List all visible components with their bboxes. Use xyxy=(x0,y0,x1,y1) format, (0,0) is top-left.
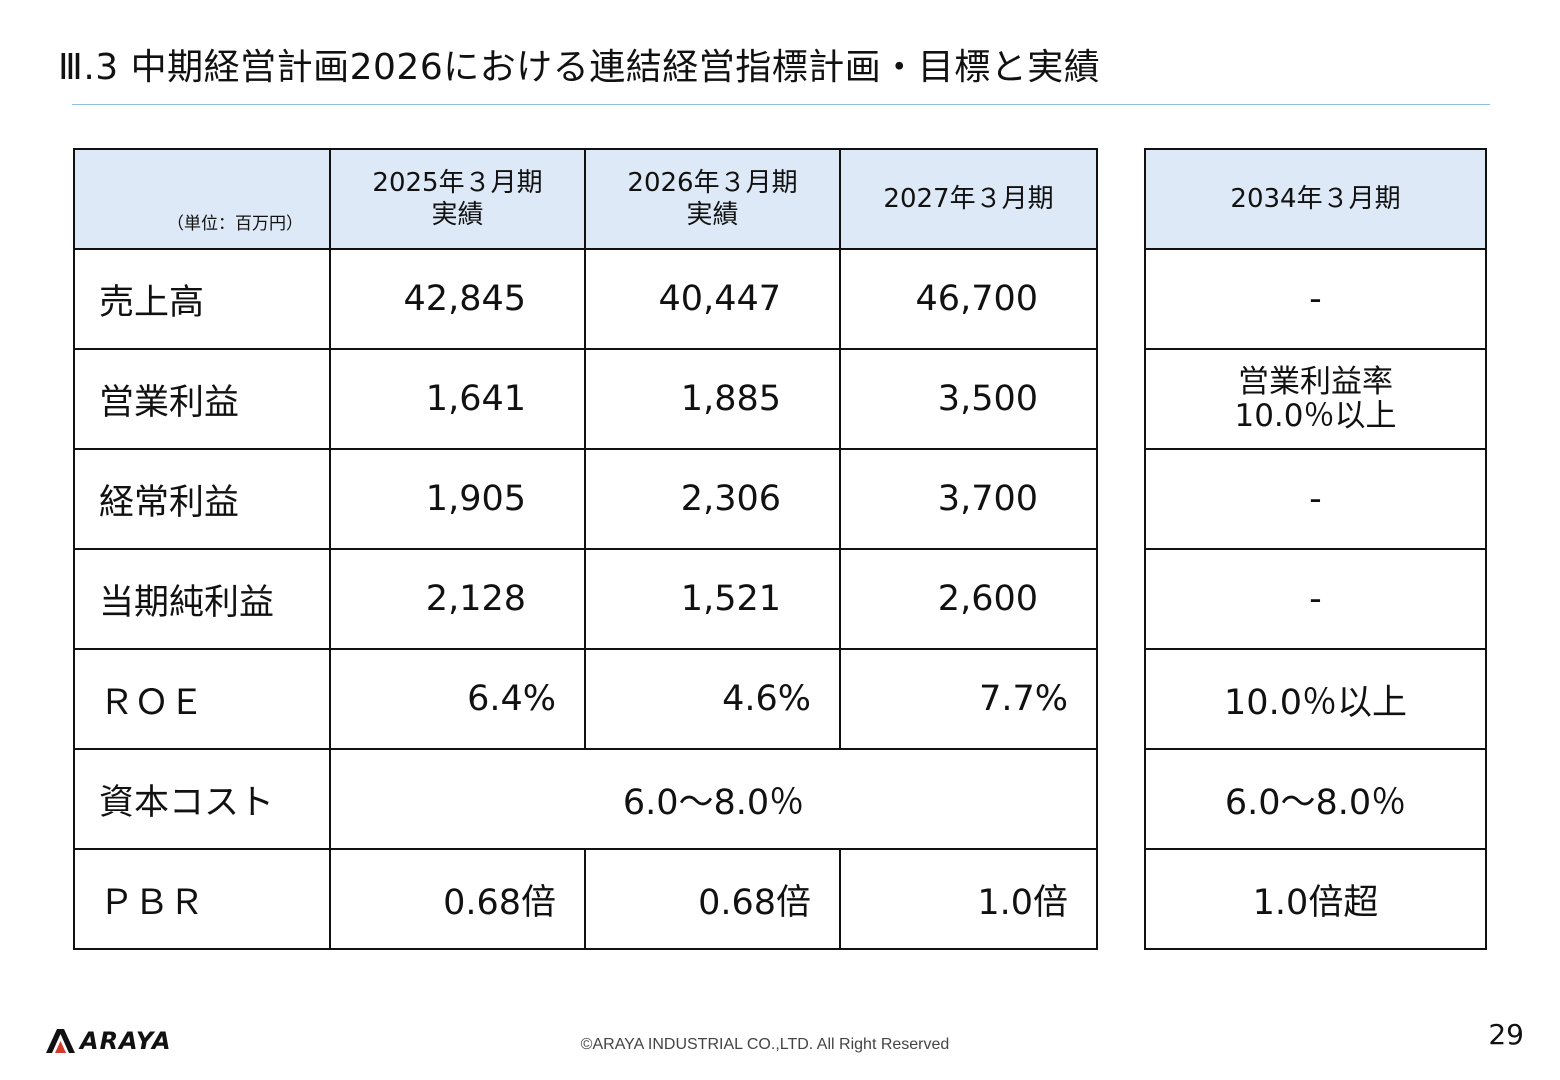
table-row-roe: ＲＯＥ 6.4% 4.6% 7.7% xyxy=(73,648,1098,750)
row-label: 営業利益 xyxy=(73,348,331,450)
table-cell: 1,905 xyxy=(329,448,586,550)
table-cell: 1,885 xyxy=(584,348,841,450)
indicator-table: （単位：百万円） 2025年３月期 実績 2026年３月期 実績 2027年３月… xyxy=(73,148,1098,950)
target-row: 1.0倍超 xyxy=(1144,848,1487,950)
row-label: 当期純利益 xyxy=(73,548,331,650)
table-cell: 1.0倍 xyxy=(839,848,1098,950)
table-cell: 3,700 xyxy=(839,448,1098,550)
row-label: ＰＢＲ xyxy=(73,848,331,950)
table-cell: 1,521 xyxy=(584,548,841,650)
table-cell: 2,128 xyxy=(329,548,586,650)
target-row: 営業利益率 10.0％以上 xyxy=(1144,348,1487,450)
target-cell: 6.0～8.0％ xyxy=(1144,748,1487,850)
target-cell-text: 営業利益率 10.0％以上 xyxy=(1234,364,1397,434)
unit-label: （単位：百万円） xyxy=(167,214,303,234)
table-cell: 2,306 xyxy=(584,448,841,550)
unit-header-cell: （単位：百万円） xyxy=(73,148,331,250)
target-row: - xyxy=(1144,548,1487,650)
column-header-text: 2026年３月期 実績 xyxy=(627,168,798,230)
target-cell: - xyxy=(1144,448,1487,550)
araya-mark-icon xyxy=(46,1029,75,1053)
table-cell: 7.7% xyxy=(839,648,1098,750)
target-cell: - xyxy=(1144,248,1487,350)
row-label: 経常利益 xyxy=(73,448,331,550)
column-header-text: 2025年３月期 実績 xyxy=(372,168,543,230)
merged-table-cell: 6.0～8.0％ xyxy=(329,748,1098,850)
row-label: ＲＯＥ xyxy=(73,648,331,750)
target-row: 6.0～8.0％ xyxy=(1144,748,1487,850)
column-header-fy2025: 2025年３月期 実績 xyxy=(329,148,586,250)
table-cell: 2,600 xyxy=(839,548,1098,650)
table-row-pbr: ＰＢＲ 0.68倍 0.68倍 1.0倍 xyxy=(73,848,1098,950)
table-row-cost-of-capital: 資本コスト 6.0～8.0％ xyxy=(73,748,1098,850)
table-cell: 0.68倍 xyxy=(584,848,841,950)
row-label: 資本コスト xyxy=(73,748,331,850)
target-cell: 10.0％以上 xyxy=(1144,648,1487,750)
target-cell: 1.0倍超 xyxy=(1144,848,1487,950)
target-cell: 営業利益率 10.0％以上 xyxy=(1144,348,1487,450)
column-header-fy2027: 2027年３月期 xyxy=(839,148,1098,250)
target-row: - xyxy=(1144,448,1487,550)
target-cell: - xyxy=(1144,548,1487,650)
table-cell: 0.68倍 xyxy=(329,848,586,950)
table-cell: 40,447 xyxy=(584,248,841,350)
table-cell: 42,845 xyxy=(329,248,586,350)
company-logo: ARAYA xyxy=(44,1026,172,1056)
table-row-ordinary-profit: 経常利益 1,905 2,306 3,700 xyxy=(73,448,1098,550)
copyright-notice: ©ARAYA INDUSTRIAL CO.,LTD. All Right Res… xyxy=(580,1036,950,1053)
target-row: - xyxy=(1144,248,1487,350)
column-header-text: 2027年３月期 xyxy=(883,184,1054,214)
table-cell: 1,641 xyxy=(329,348,586,450)
table-cell: 46,700 xyxy=(839,248,1098,350)
table-row-net-income: 当期純利益 2,128 1,521 2,600 xyxy=(73,548,1098,650)
table-cell: 4.6% xyxy=(584,648,841,750)
table-cell: 6.4% xyxy=(329,648,586,750)
table-cell: 3,500 xyxy=(839,348,1098,450)
column-header-fy2026: 2026年３月期 実績 xyxy=(584,148,841,250)
target-table: 2034年３月期 - 営業利益率 10.0％以上 - - 10.0％以上 6.0… xyxy=(1144,148,1487,950)
page-number: 29 xyxy=(1488,1018,1524,1051)
table-header-row: （単位：百万円） 2025年３月期 実績 2026年３月期 実績 2027年３月… xyxy=(73,148,1098,250)
table-row-operating-profit: 営業利益 1,641 1,885 3,500 xyxy=(73,348,1098,450)
target-row: 10.0％以上 xyxy=(1144,648,1487,750)
row-label: 売上高 xyxy=(73,248,331,350)
column-header-fy2034: 2034年３月期 xyxy=(1144,148,1487,250)
logo-wordmark: ARAYA xyxy=(80,1027,172,1055)
target-header-row: 2034年３月期 xyxy=(1144,148,1487,250)
table-row-sales: 売上高 42,845 40,447 46,700 xyxy=(73,248,1098,350)
page-title: Ⅲ.3 中期経営計画2026における連結経営指標計画・目標と実績 xyxy=(58,47,1101,88)
title-divider xyxy=(72,104,1490,105)
